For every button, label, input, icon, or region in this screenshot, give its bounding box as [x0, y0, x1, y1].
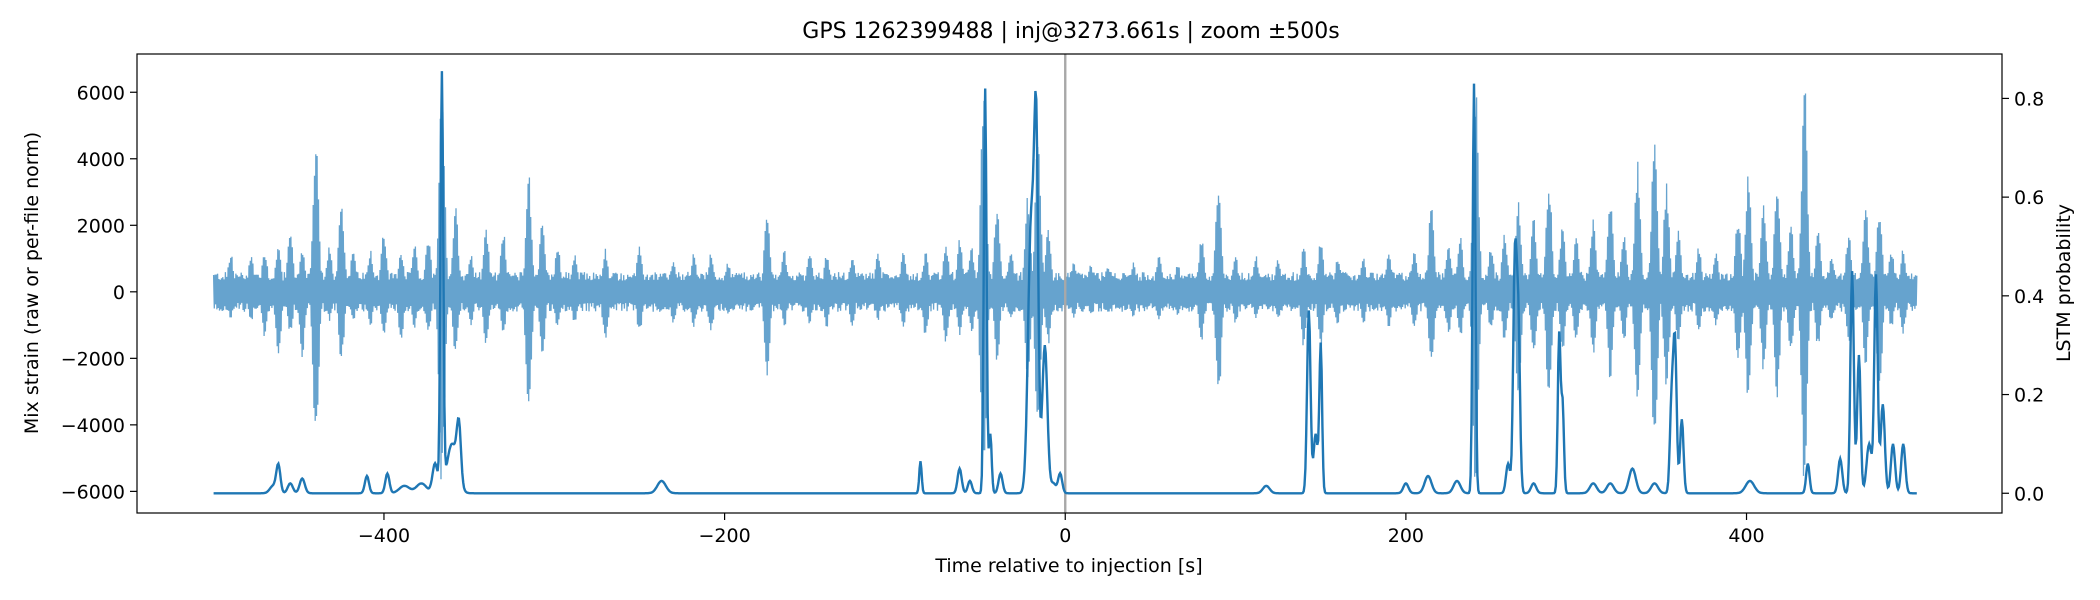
y-right-axis: 0.0 0.2 0.4 0.6 0.8 — [2002, 88, 2044, 505]
x-tick-label: 400 — [1728, 525, 1764, 547]
x-tick-label: −400 — [358, 525, 410, 547]
series-lstm-probability — [213, 71, 1917, 495]
chart-title: GPS 1262399488 | inj@3273.661s | zoom ±5… — [802, 19, 1339, 44]
y-left-axis-label: Mix strain (raw or per-file norm) — [21, 132, 43, 434]
x-axis-label: Time relative to injection [s] — [934, 555, 1202, 577]
x-tick-label: −200 — [699, 525, 751, 547]
plot-area — [212, 54, 1918, 513]
y-left-tick-label: −2000 — [61, 348, 125, 370]
x-axis: −400 −200 0 200 400 — [358, 513, 1765, 547]
x-tick-label: 0 — [1059, 525, 1071, 547]
y-left-tick-label: 0 — [113, 282, 125, 304]
y-right-tick-label: 0.4 — [2014, 286, 2044, 308]
y-right-tick-label: 0.0 — [2014, 483, 2044, 505]
plot-frame — [136, 53, 2003, 514]
y-right-tick-label: 0.2 — [2014, 385, 2044, 407]
y-right-axis-label: LSTM probability — [2053, 204, 2075, 362]
x-tick-label: 200 — [1388, 525, 1424, 547]
y-left-tick-label: 6000 — [77, 82, 125, 104]
y-left-tick-label: −6000 — [61, 481, 125, 503]
y-left-axis: −6000 −4000 −2000 0 2000 4000 6000 — [61, 82, 137, 503]
y-left-tick-label: −4000 — [61, 415, 125, 437]
y-right-tick-label: 0.6 — [2014, 187, 2044, 209]
y-left-tick-label: 4000 — [77, 149, 125, 171]
y-right-tick-label: 0.8 — [2014, 88, 2044, 110]
y-left-tick-label: 2000 — [77, 215, 125, 237]
